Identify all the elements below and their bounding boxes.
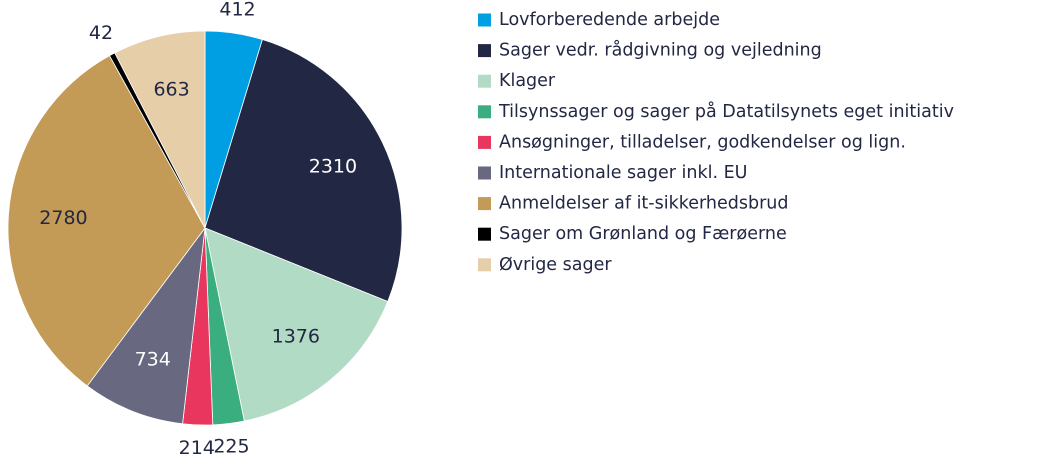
legend-swatch (478, 105, 491, 119)
slice-label: 1376 (272, 325, 320, 347)
legend-swatch (478, 74, 491, 88)
slice-label: 214 (179, 437, 215, 457)
legend-swatch (478, 135, 491, 149)
legend-label: Anmeldelser af it-sikkerhedsbrud (499, 194, 788, 214)
legend-label: Sager om Grønland og Færøerne (499, 224, 787, 244)
pie-slice (204, 39, 403, 303)
pie-slice (7, 55, 206, 387)
legend-label: Øvrige sager (499, 255, 612, 275)
legend-label: Lovforberedende arbejde (499, 10, 720, 30)
legend-swatch (478, 44, 491, 58)
slice-label: 663 (153, 79, 189, 101)
slice-label: 2310 (309, 155, 357, 177)
legend-swatch (478, 166, 491, 180)
pie-slice (86, 226, 206, 425)
pie-slice (114, 30, 206, 229)
legend-label: Tilsynssager og sager på Datatilsynets e… (498, 101, 954, 122)
pie-slice (204, 227, 389, 422)
legend-label: Ansøgninger, tilladelser, godkendelser o… (499, 132, 906, 152)
slice-label: 225 (213, 436, 249, 457)
legend-label: Sager vedr. rådgivning og vejledning (499, 40, 822, 61)
legend-swatch (478, 227, 491, 241)
legend-swatch (478, 13, 491, 27)
legend-label: Klager (499, 71, 556, 91)
slice-label: 412 (219, 0, 255, 20)
legend-label: Internationale sager inkl. EU (499, 163, 747, 183)
slice-label: 734 (135, 348, 171, 370)
slice-label: 2780 (39, 207, 87, 229)
legend-swatch (478, 258, 491, 272)
legend-swatch (478, 197, 491, 211)
slice-label: 42 (89, 22, 113, 44)
